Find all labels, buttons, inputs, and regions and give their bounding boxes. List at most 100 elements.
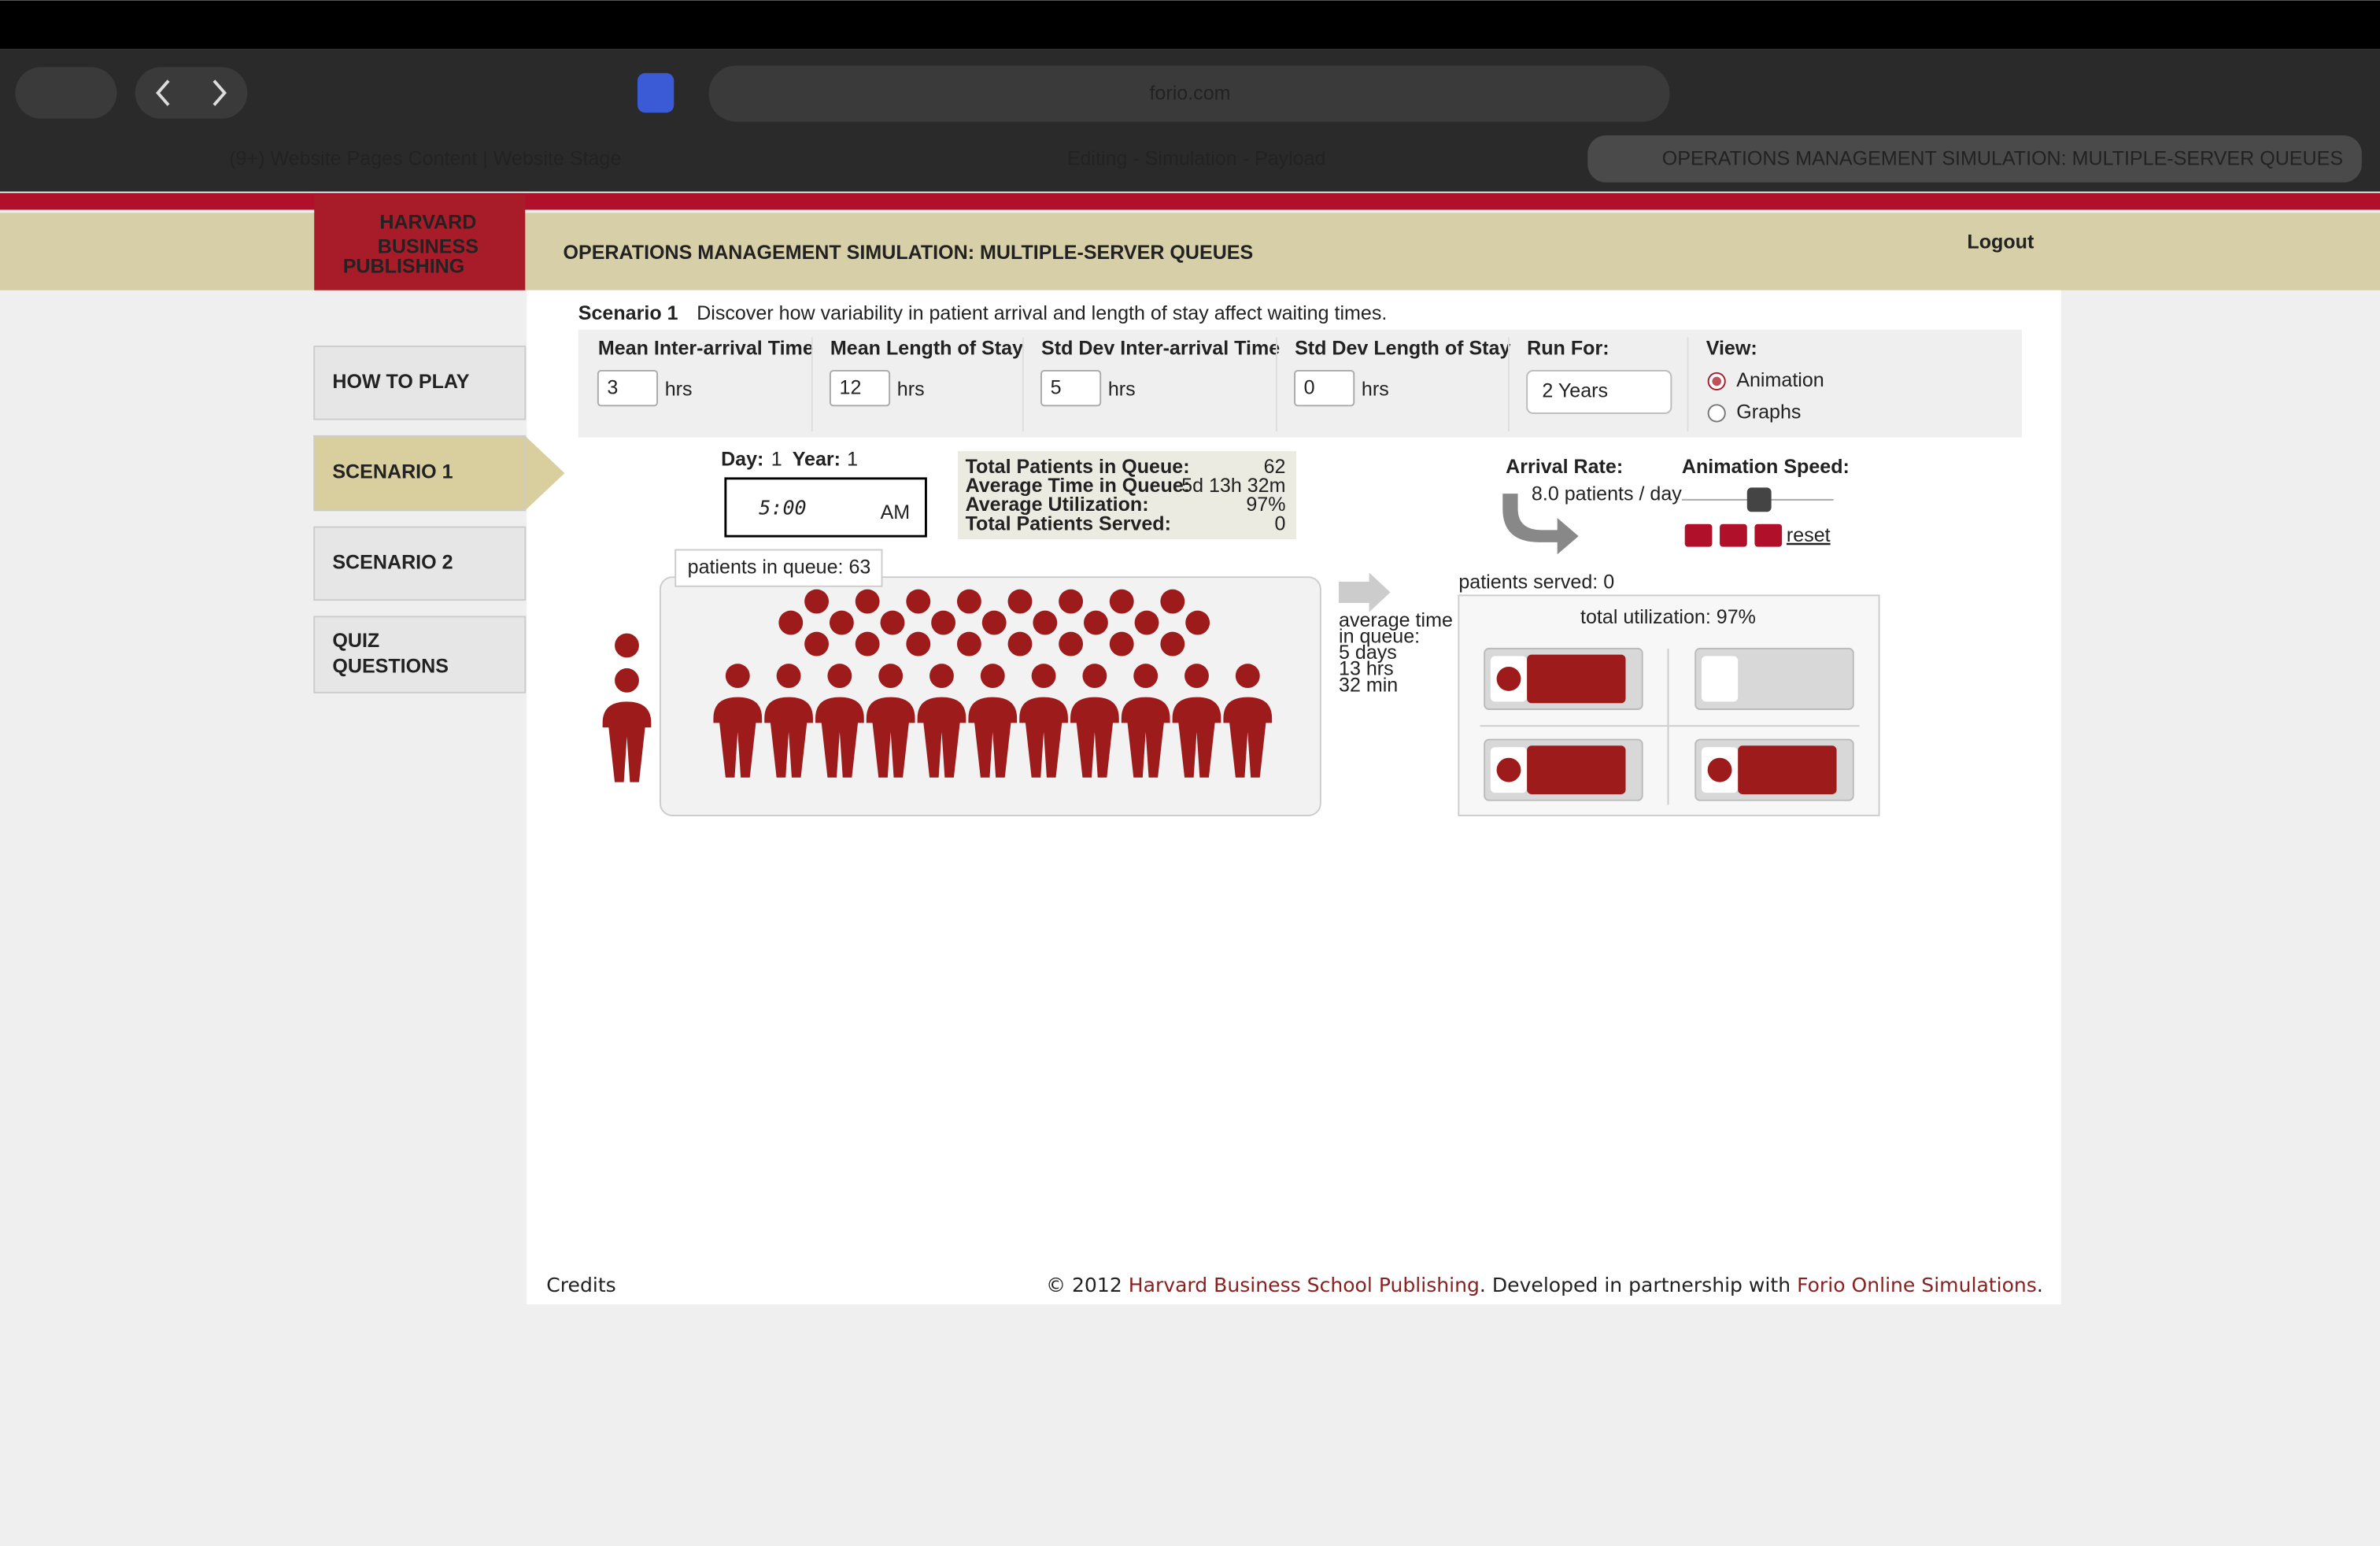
clock-box [724, 477, 927, 538]
nav-buttons[interactable] [135, 67, 248, 119]
nav-item[interactable] [313, 526, 527, 601]
playback-button[interactable] [1684, 523, 1713, 547]
avg-time-line: 32 min [1339, 674, 1398, 696]
tab-title: (9+) Website Pages Content | Website Sta… [229, 147, 621, 169]
tab-title: Editing - Simulation - Payload [1067, 147, 1326, 169]
radio[interactable] [1707, 404, 1726, 423]
input-box[interactable] [1040, 369, 1102, 407]
served-label: patients served: 0 [1458, 571, 1614, 594]
bed-pillow [1701, 656, 1739, 702]
select-value: 2 Years [1542, 380, 1608, 402]
nav-label: SCENARIO 2 [332, 551, 453, 573]
input-value: 3 [607, 377, 618, 399]
patient-head [1082, 664, 1107, 688]
patient-head [981, 610, 1007, 635]
nav-label: SCENARIO 1 [332, 461, 453, 483]
patient-head [778, 610, 804, 635]
select[interactable] [1526, 369, 1672, 414]
patient-head [906, 631, 931, 656]
clock-label: Day: [721, 448, 763, 470]
nav-item[interactable] [313, 616, 527, 693]
input-box[interactable] [829, 369, 891, 407]
extension-icon[interactable] [638, 72, 674, 113]
nav-arrows [156, 80, 227, 106]
address-bar[interactable] [708, 65, 1670, 122]
patient-head [855, 589, 880, 614]
queue-label: patients in queue: 63 [688, 556, 871, 578]
control-label: Mean Inter-arrival Time [598, 338, 814, 360]
playback-button[interactable] [1720, 523, 1747, 547]
copyright: © 2012 Harvard Business School Publishin… [1046, 1274, 2043, 1296]
patient-head [829, 610, 854, 635]
top-bar [0, 0, 2380, 50]
patient-head [855, 631, 880, 656]
clock-value: 1 [771, 448, 782, 470]
patient-head [1707, 757, 1732, 782]
stat-label: Total Patients in Queue: [966, 456, 1190, 478]
patient-head [1059, 631, 1084, 656]
control-label: Std Dev Inter-arrival Time [1041, 338, 1280, 360]
patient-head [1496, 757, 1521, 782]
speed-slider[interactable] [1746, 487, 1772, 512]
stat-label: Average Time in Queue: [966, 475, 1191, 497]
input-unit: hrs [665, 379, 693, 401]
patient-head [1031, 664, 1056, 688]
patient-head [1109, 631, 1134, 656]
patient-icon [602, 701, 652, 782]
reset-link[interactable]: reset [1787, 524, 1831, 546]
radio-label: Animation [1736, 369, 1824, 391]
stat-label: Total Patients Served: [966, 512, 1171, 534]
patient-head [980, 664, 1005, 688]
nav-item[interactable] [313, 435, 527, 512]
patient-head [1134, 610, 1159, 635]
nav-label: QUIZ [332, 630, 379, 652]
copyright-part[interactable]: Forio Online Simulations [1797, 1274, 2037, 1296]
input-box[interactable] [1294, 369, 1355, 407]
logo-text: HARVARD [379, 211, 476, 233]
avg-time-line: average time [1339, 609, 1453, 631]
active-tab[interactable] [1587, 135, 2362, 183]
patient-body [1527, 745, 1626, 794]
input-unit: hrs [1108, 379, 1136, 401]
logo-text: BUSINESS [378, 235, 479, 257]
scenario-label: Scenario 1 [578, 302, 678, 324]
patient-body [1738, 745, 1837, 794]
patient-head [1033, 610, 1058, 635]
arrival-arrow [1502, 494, 1579, 555]
stat-value: 62 [1264, 456, 1286, 478]
utilization-label: total utilization: 97% [1580, 606, 1756, 628]
patient-head [956, 589, 981, 614]
patient-head [776, 664, 801, 688]
arriving-head [615, 633, 639, 658]
tab-title: OPERATIONS MANAGEMENT SIMULATION: MULTIP… [1662, 147, 2343, 169]
patient-head [929, 664, 954, 688]
logo-box [314, 194, 526, 290]
copyright-part: . [2037, 1274, 2043, 1296]
input-value: 12 [840, 377, 862, 399]
clock-label: Year: [793, 448, 841, 470]
logo-text: PUBLISHING [343, 255, 465, 277]
patient-icon [968, 697, 1018, 778]
speed-label: Animation Speed: [1682, 456, 1850, 478]
control-label: View: [1706, 338, 1757, 360]
patient-icon [1172, 697, 1221, 778]
scenario-description: Discover how variability in patient arri… [697, 302, 1387, 324]
clock-ampm: AM [881, 501, 911, 523]
nav-pointer [525, 435, 565, 511]
input-box[interactable] [597, 369, 659, 407]
control-label: Mean Length of Stay [830, 338, 1023, 360]
red-stripe [0, 193, 2380, 210]
playback-button[interactable] [1754, 523, 1783, 547]
arrival-label: Arrival Rate: [1506, 456, 1623, 478]
queue-label-box [674, 549, 883, 587]
nav-item[interactable] [313, 346, 527, 420]
credits: Credits [546, 1274, 615, 1296]
logout[interactable]: Logout [1967, 231, 2034, 253]
patient-head [1059, 589, 1084, 614]
patient-icon [1019, 697, 1068, 778]
patient-head [880, 610, 905, 635]
input-value: 0 [1304, 377, 1315, 399]
copyright-part[interactable]: Harvard Business School Publishing [1129, 1274, 1480, 1296]
sidebar-button[interactable] [15, 67, 117, 119]
patient-head [956, 631, 981, 656]
